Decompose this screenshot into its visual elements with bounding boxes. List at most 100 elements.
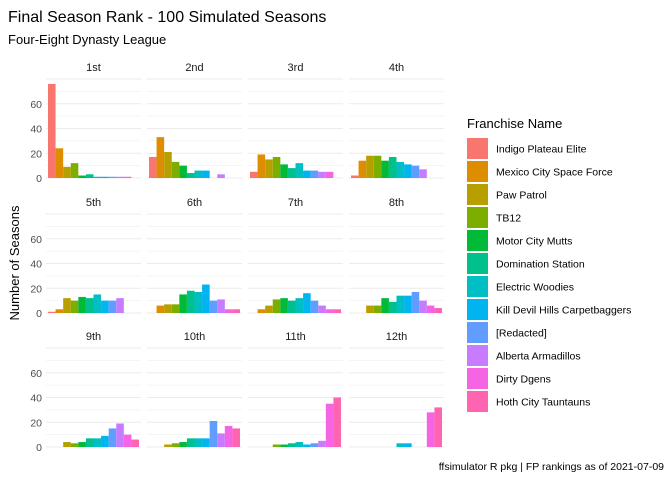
legend-label: Kill Devil Hills Carpetbaggers xyxy=(496,305,631,317)
bar xyxy=(209,300,218,314)
facet-label: 1st xyxy=(86,62,101,74)
bar xyxy=(295,298,304,313)
bar xyxy=(164,152,172,178)
bar xyxy=(287,168,296,178)
legend-label: Hoth City Tauntauns xyxy=(496,397,590,409)
bar xyxy=(78,296,86,313)
legend-swatch xyxy=(467,322,488,343)
legend-swatch xyxy=(467,207,488,228)
bar xyxy=(434,308,442,313)
bar xyxy=(366,155,374,178)
bar xyxy=(171,161,180,178)
y-tick-label: 60 xyxy=(30,234,42,246)
facet-label: 7th xyxy=(288,197,303,209)
bar xyxy=(381,160,389,178)
y-tick-label: 40 xyxy=(30,124,42,136)
bar xyxy=(217,174,225,178)
bar xyxy=(101,300,109,314)
legend-swatch xyxy=(467,276,488,297)
legend-title: Franchise Name xyxy=(467,116,562,131)
bar xyxy=(303,293,311,313)
bar xyxy=(179,165,187,179)
bar xyxy=(93,438,102,447)
bar xyxy=(108,428,117,447)
bar xyxy=(164,444,172,447)
bar xyxy=(257,309,266,313)
bar xyxy=(48,83,56,178)
bar xyxy=(303,444,311,447)
bar xyxy=(366,305,374,313)
facet-label: 3rd xyxy=(288,62,304,74)
bar xyxy=(426,412,435,447)
bar xyxy=(310,300,319,314)
bar xyxy=(171,443,180,447)
bar xyxy=(93,294,102,313)
chart-subtitle: Four-Eight Dynasty League xyxy=(8,32,166,47)
bar xyxy=(186,438,195,447)
bar xyxy=(78,175,86,178)
facet-label: 6th xyxy=(187,197,202,209)
y-tick-label: 20 xyxy=(30,148,42,160)
y-tick-label: 20 xyxy=(30,283,42,295)
bar xyxy=(85,174,94,178)
bar xyxy=(303,170,311,178)
y-tick-label: 40 xyxy=(30,393,42,405)
legend-label: TB12 xyxy=(496,213,521,225)
bar xyxy=(351,175,359,178)
bar xyxy=(257,154,266,178)
bar xyxy=(295,442,304,447)
bar xyxy=(116,298,124,313)
bar xyxy=(70,443,79,447)
bar xyxy=(358,160,367,178)
bar xyxy=(48,311,56,313)
y-tick-label: 60 xyxy=(30,99,42,111)
legend-label: Indigo Plateau Elite xyxy=(496,144,587,156)
facet-label: 10th xyxy=(184,331,205,343)
legend-swatch xyxy=(467,230,488,251)
bar xyxy=(123,434,132,448)
bar xyxy=(250,171,258,178)
bar xyxy=(149,156,157,178)
bar xyxy=(287,300,296,314)
y-tick-label: 0 xyxy=(36,308,42,320)
bar xyxy=(232,309,240,313)
bar xyxy=(202,284,210,313)
bar xyxy=(396,295,405,313)
bar xyxy=(388,156,397,178)
bar xyxy=(265,305,273,313)
legend-label: Electric Woodies xyxy=(496,282,574,294)
y-tick-label: 60 xyxy=(30,368,42,380)
legend-swatch xyxy=(467,299,488,320)
bar xyxy=(404,164,412,178)
chart-title: Final Season Rank - 100 Simulated Season… xyxy=(8,9,326,26)
y-tick-label: 0 xyxy=(36,173,42,185)
bar xyxy=(272,444,281,447)
bar xyxy=(280,164,288,178)
bar xyxy=(295,163,304,178)
legend-swatch xyxy=(467,138,488,159)
bar xyxy=(186,290,195,313)
bar xyxy=(156,137,165,178)
bar xyxy=(224,425,233,447)
facet-label: 9th xyxy=(86,331,101,343)
legend-swatch xyxy=(467,391,488,412)
bar xyxy=(404,295,412,313)
legend-label: Mexico City Space Force xyxy=(496,167,613,179)
bar xyxy=(194,438,203,447)
bar xyxy=(280,298,288,313)
legend-label: Paw Patrol xyxy=(496,190,547,202)
bar xyxy=(179,294,187,313)
bar xyxy=(280,444,288,447)
legend-label: Alberta Armadillos xyxy=(496,351,581,363)
bar xyxy=(396,161,405,178)
bar xyxy=(373,305,382,313)
bar xyxy=(209,421,218,447)
bar xyxy=(78,442,86,447)
bar xyxy=(333,397,341,447)
bar xyxy=(131,439,139,447)
bar xyxy=(171,304,180,313)
bar xyxy=(325,403,334,447)
bar xyxy=(318,305,326,313)
bar xyxy=(63,442,71,447)
bar xyxy=(186,173,195,178)
